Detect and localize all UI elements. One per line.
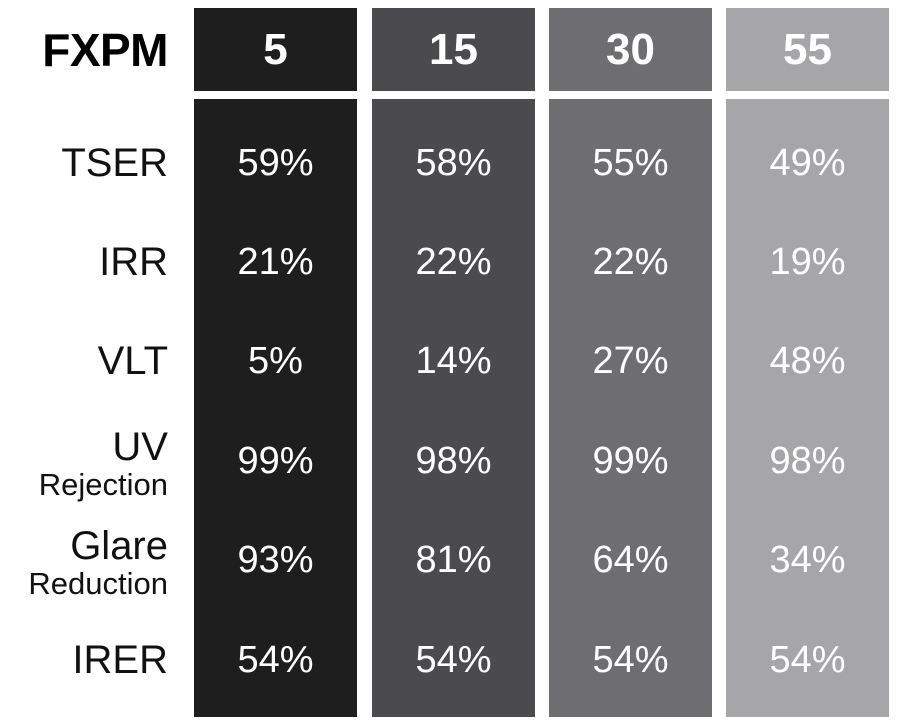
cell-vlt-15: 14% [415, 340, 492, 382]
row-label-main: IRER [72, 638, 168, 682]
column-body-55 [726, 99, 889, 717]
cell-uv-55: 98% [769, 440, 846, 482]
cell-irr-15: 22% [415, 241, 492, 283]
cell-irr-30: 22% [592, 241, 669, 283]
row-label-main: VLT [97, 339, 168, 383]
column-body-5 [194, 99, 357, 717]
cell-irr-5: 21% [237, 241, 314, 283]
cell-irer-55: 54% [769, 639, 846, 681]
cell-uv-30: 99% [592, 440, 669, 482]
cell-vlt-5: 5% [248, 340, 303, 382]
column-header-5: 5 [194, 8, 357, 91]
row-label-vlt: VLT [0, 341, 168, 381]
column-header-15: 15 [372, 8, 535, 91]
column-body-15 [372, 99, 535, 717]
column-header-55: 55 [726, 8, 889, 91]
cell-glare-5: 93% [237, 539, 314, 581]
row-label-irer: IRER [0, 640, 168, 680]
row-label-glare: Glare Reduction [0, 526, 168, 599]
cell-irr-55: 19% [769, 241, 846, 283]
cell-irer-30: 54% [592, 639, 669, 681]
cell-irer-15: 54% [415, 639, 492, 681]
cell-tser-30: 55% [592, 142, 669, 184]
brand-title: FXPM [42, 23, 168, 76]
row-label-tser: TSER [0, 143, 168, 183]
cell-tser-5: 59% [237, 142, 314, 184]
row-label-uv: UV Rejection [0, 427, 168, 500]
cell-glare-55: 34% [769, 539, 846, 581]
row-label-main: TSER [61, 141, 168, 185]
cell-irer-5: 54% [237, 639, 314, 681]
cell-vlt-30: 27% [592, 340, 669, 382]
cell-tser-55: 49% [769, 142, 846, 184]
row-label-irr: IRR [0, 242, 168, 282]
cell-uv-5: 99% [237, 440, 314, 482]
column-body-30 [549, 99, 712, 717]
cell-glare-30: 64% [592, 539, 669, 581]
row-label-main: UV [112, 424, 168, 469]
row-label-main: Glare [70, 523, 168, 568]
row-label-main: IRR [99, 240, 168, 284]
cell-glare-15: 81% [415, 539, 492, 581]
row-label-sub: Rejection [38, 466, 168, 502]
column-header-30: 30 [549, 8, 712, 91]
cell-vlt-55: 48% [769, 340, 846, 382]
row-label-sub: Reduction [28, 565, 168, 601]
cell-uv-15: 98% [415, 440, 492, 482]
cell-tser-15: 58% [415, 142, 492, 184]
